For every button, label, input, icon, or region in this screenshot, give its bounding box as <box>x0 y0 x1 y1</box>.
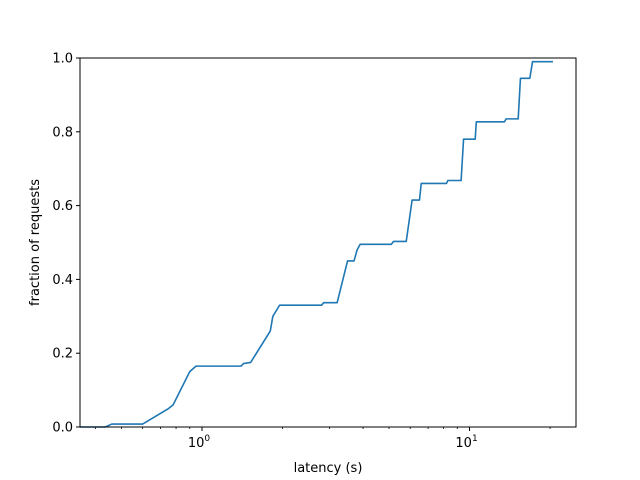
y-axis: 0.0 0.2 0.4 0.6 0.8 1.0 <box>52 52 80 436</box>
x-axis-label: latency (s) <box>294 461 363 476</box>
plot-frame <box>79 57 577 428</box>
y-tick-label: 0.6 <box>52 199 73 214</box>
y-tick-label: 0.0 <box>52 421 73 436</box>
y-axis-label: fraction of requests <box>28 179 43 306</box>
y-tick-label: 0.8 <box>52 125 73 140</box>
y-tick-label: 0.2 <box>52 347 73 362</box>
y-tick-label: 0.4 <box>52 273 73 288</box>
y-tick-label: 1.0 <box>52 52 73 67</box>
cdf-series-line <box>80 60 553 428</box>
